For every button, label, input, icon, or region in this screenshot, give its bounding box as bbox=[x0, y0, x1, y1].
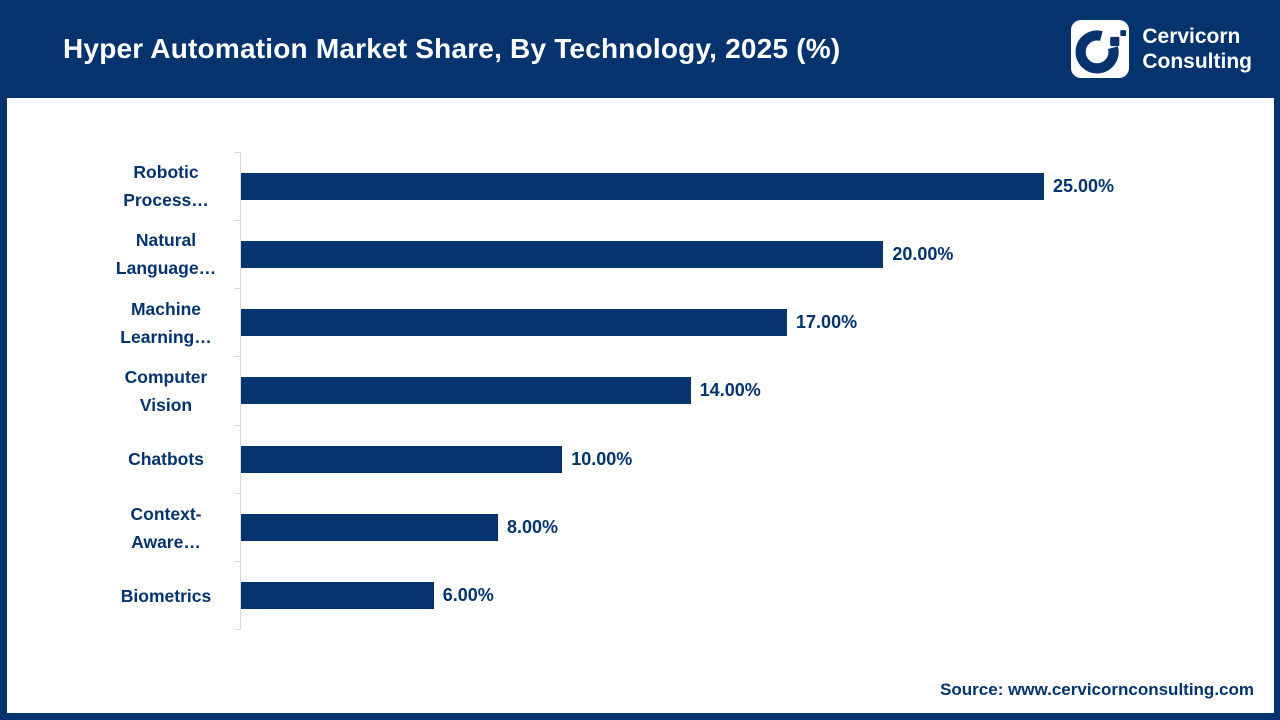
bar bbox=[241, 309, 788, 337]
logo-text-line1: Cervicorn bbox=[1142, 25, 1241, 48]
chart-row: Computer Vision 14.00% bbox=[7, 356, 1274, 426]
bar-value-label: 25.00% bbox=[1053, 175, 1115, 196]
bar-value-label: 6.00% bbox=[442, 585, 494, 606]
bar bbox=[241, 377, 691, 405]
bar-value-label: 20.00% bbox=[892, 243, 954, 264]
bar-value-label: 8.00% bbox=[506, 517, 558, 538]
bar-cell: 8.00% bbox=[234, 492, 1274, 562]
chart-title: Hyper Automation Market Share, By Techno… bbox=[63, 33, 841, 64]
category-label: Natural Language… bbox=[115, 230, 217, 279]
cervicorn-logo: Cervicorn Consulting bbox=[1071, 20, 1252, 78]
chart-row: Robotic Process… 25.00% bbox=[7, 151, 1274, 221]
bar-cell: 20.00% bbox=[234, 219, 1274, 289]
logo-text-line2: Consulting bbox=[1142, 50, 1252, 73]
bar-value-label: 14.00% bbox=[699, 380, 761, 401]
bar bbox=[241, 582, 434, 610]
category-label: Biometrics bbox=[120, 585, 212, 606]
bar-cell: 10.00% bbox=[234, 424, 1274, 494]
bar bbox=[241, 445, 563, 473]
c-mark-icon bbox=[1075, 30, 1127, 74]
bar bbox=[241, 172, 1044, 200]
bar-cell: 25.00% bbox=[234, 151, 1274, 221]
category-label: Robotic Process… bbox=[123, 162, 209, 211]
bar-value-label: 17.00% bbox=[796, 312, 858, 333]
bar-chart: Robotic Process… 25.00% Natural Language… bbox=[7, 151, 1274, 631]
chart-row: Context-Aware… 8.00% bbox=[7, 492, 1274, 562]
source-text: Source: www.cervicornconsulting.com bbox=[940, 680, 1254, 699]
bar-value-label: 10.00% bbox=[571, 448, 633, 469]
category-label: Chatbots bbox=[128, 449, 204, 470]
logo-text: Cervicorn Consulting bbox=[1142, 24, 1252, 74]
bar-cell: 6.00% bbox=[234, 561, 1274, 631]
category-label: Machine Learning… bbox=[120, 298, 212, 347]
chart-row: Chatbots 10.00% bbox=[7, 424, 1274, 494]
header-bar: Hyper Automation Market Share, By Techno… bbox=[0, 0, 1280, 98]
chart-row: Natural Language… 20.00% bbox=[7, 219, 1274, 289]
bar bbox=[241, 240, 884, 268]
cervicorn-logo-icon bbox=[1071, 20, 1130, 78]
category-label: Context-Aware… bbox=[130, 503, 202, 552]
bar-cell: 14.00% bbox=[234, 356, 1274, 426]
chart-row: Machine Learning… 17.00% bbox=[7, 288, 1274, 357]
chart-row: Biometrics 6.00% bbox=[7, 561, 1274, 631]
bar bbox=[241, 514, 498, 542]
category-label: Computer Vision bbox=[124, 366, 208, 415]
bar-cell: 17.00% bbox=[234, 288, 1274, 357]
